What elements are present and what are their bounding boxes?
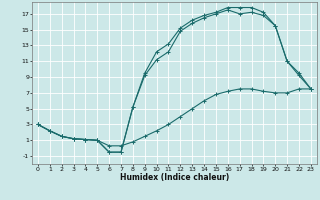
X-axis label: Humidex (Indice chaleur): Humidex (Indice chaleur) bbox=[120, 173, 229, 182]
